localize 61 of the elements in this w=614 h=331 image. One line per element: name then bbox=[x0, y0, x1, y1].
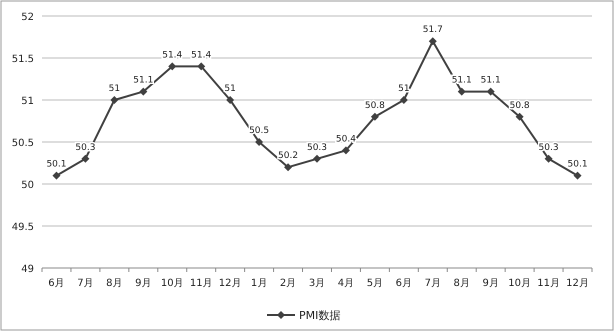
x-tick-label: 4月 bbox=[338, 278, 354, 289]
x-tick-label: 11月 bbox=[190, 278, 213, 289]
y-tick-label: 49 bbox=[21, 264, 34, 275]
point bbox=[400, 96, 408, 104]
data-label: 50.8 bbox=[364, 100, 386, 111]
x-tick-label: 12月 bbox=[218, 278, 242, 289]
data-label: 50.2 bbox=[278, 151, 298, 162]
x-tick-label: 5月 bbox=[366, 278, 384, 289]
x-tick-label: 7月 bbox=[77, 278, 94, 289]
x-tick-label: 9月 bbox=[135, 278, 152, 289]
data-label: 50.4 bbox=[336, 134, 356, 144]
point bbox=[342, 146, 350, 154]
data-label: 50.1 bbox=[46, 160, 66, 170]
data-label: 51.1 bbox=[480, 76, 501, 86]
point bbox=[574, 172, 582, 180]
y-tick-label: 50 bbox=[21, 180, 34, 191]
point bbox=[458, 88, 466, 96]
point bbox=[313, 154, 321, 163]
data-label: 51 bbox=[224, 84, 236, 94]
point bbox=[255, 138, 264, 146]
data-label: 51 bbox=[398, 84, 410, 94]
x-tick-label: 8月 bbox=[454, 278, 470, 289]
point bbox=[428, 37, 437, 46]
x-tick-label: 6月 bbox=[396, 278, 412, 289]
point bbox=[81, 154, 90, 163]
x-tick-label: 11月 bbox=[537, 278, 560, 289]
x-tick-label: 2月 bbox=[280, 278, 296, 289]
point bbox=[197, 62, 206, 70]
x-tick-label: 9月 bbox=[482, 278, 499, 289]
x-tick-label: 12月 bbox=[566, 278, 589, 289]
legend-label: PMI数据 bbox=[299, 309, 340, 322]
x-tick-label: 1月 bbox=[250, 278, 268, 289]
y-tick-label: 52 bbox=[21, 12, 34, 23]
x-tick-label: 6月 bbox=[48, 278, 65, 289]
point bbox=[516, 112, 524, 121]
data-label: 51.4 bbox=[162, 50, 183, 60]
data-label: 51.4 bbox=[191, 50, 212, 60]
point bbox=[52, 172, 60, 180]
point bbox=[486, 88, 495, 96]
point bbox=[139, 88, 148, 96]
point bbox=[544, 154, 553, 163]
data-label: 51 bbox=[108, 84, 120, 94]
point bbox=[110, 96, 118, 104]
point bbox=[226, 96, 234, 104]
y-tick-label: 50.5 bbox=[12, 138, 34, 149]
data-label: 50.3 bbox=[306, 142, 328, 153]
point bbox=[284, 163, 292, 172]
point bbox=[168, 62, 176, 70]
x-tick-label: 8月 bbox=[106, 278, 123, 289]
x-tick-label: 10月 bbox=[160, 278, 184, 289]
y-tick-label: 51 bbox=[21, 96, 34, 107]
y-tick-label: 49.5 bbox=[12, 222, 34, 233]
point bbox=[370, 112, 379, 121]
data-label: 51.7 bbox=[422, 25, 443, 36]
data-label: 50.8 bbox=[510, 100, 530, 111]
data-label: 51.1 bbox=[133, 76, 154, 86]
x-tick-label: 10月 bbox=[508, 278, 531, 289]
x-tick-label: 7月 bbox=[424, 278, 441, 289]
y-tick-label: 51.5 bbox=[12, 54, 34, 65]
data-label: 50.1 bbox=[568, 160, 588, 170]
x-tick-label: 3月 bbox=[308, 278, 326, 289]
